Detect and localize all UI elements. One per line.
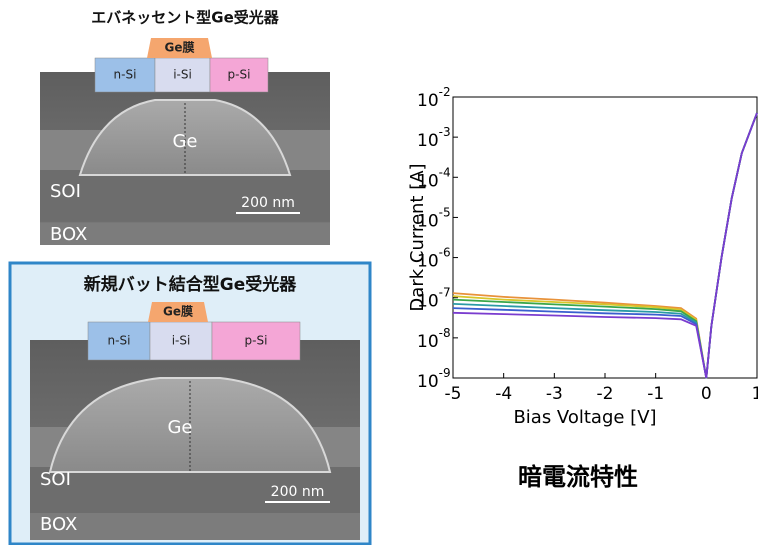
scale-label: 200 nm: [241, 195, 295, 211]
x-tick-label: -5: [445, 384, 462, 404]
y-tick-base: 10: [417, 211, 439, 231]
y-tick-exponent: -9: [439, 366, 451, 380]
y-tick-base: 10: [417, 252, 439, 272]
series-line: [452, 112, 758, 379]
y-tick-exponent: -7: [439, 285, 451, 299]
y-tick-exponent: -3: [439, 125, 451, 139]
y-tick-base: 10: [417, 131, 439, 151]
y-tick-base: 10: [417, 91, 439, 111]
film-box: [148, 302, 208, 322]
series-line: [452, 112, 758, 379]
plot-frame: [452, 96, 758, 379]
box-layer: [30, 513, 360, 540]
box-label: BOX: [50, 224, 87, 245]
series-line: [452, 112, 758, 379]
x-tick-label: -4: [495, 384, 512, 404]
x-axis-title: Bias Voltage [V]: [513, 407, 656, 428]
contact-layer: [154, 57, 211, 93]
y-tick-exponent: -5: [439, 205, 451, 219]
y-tick-base: 10: [417, 372, 439, 392]
box-layer: [40, 223, 330, 245]
ge-dome: [78, 99, 292, 176]
soi-label: SOI: [40, 469, 71, 490]
y-tick-label: 10-9: [417, 366, 451, 393]
contact-layer: [87, 321, 151, 361]
contact-label: i-Si: [173, 68, 192, 82]
series-line: [452, 112, 758, 379]
y-tick-label: 10-8: [417, 325, 451, 352]
soi-label: SOI: [50, 181, 81, 202]
contact-label: p-Si: [228, 68, 251, 82]
y-tick-label: 10-6: [417, 245, 451, 272]
box-label: BOX: [40, 514, 77, 535]
x-tick-label: -1: [647, 384, 664, 404]
film-label: Ge膜: [163, 304, 193, 319]
caption: 暗電流特性: [518, 463, 638, 491]
panel-title: 新規バット結合型Ge受光器: [84, 274, 297, 295]
y-axis-title: Dark Current [A]: [407, 163, 428, 311]
ge-label: Ge: [172, 131, 197, 152]
contact-layer: [149, 321, 213, 361]
y-tick-label: 10-2: [417, 85, 451, 112]
y-tick-exponent: -4: [439, 165, 451, 179]
series-line: [452, 112, 758, 379]
y-tick-label: 10-4: [417, 165, 451, 192]
contact-layer: [94, 57, 156, 93]
x-tick-label: 1: [752, 384, 758, 404]
contact-label: n-Si: [108, 334, 131, 348]
y-tick-exponent: -8: [439, 325, 451, 339]
scale-label: 200 nm: [271, 484, 325, 500]
ge-label: Ge: [167, 417, 192, 438]
y-tick-base: 10: [417, 332, 439, 352]
contact-layer: [209, 57, 269, 93]
x-tick-label: -2: [597, 384, 614, 404]
film-label: Ge膜: [165, 40, 195, 55]
y-tick-exponent: -2: [439, 85, 451, 99]
y-tick-label: 10-5: [417, 205, 451, 232]
y-tick-base: 10: [417, 171, 439, 191]
y-tick-exponent: -6: [439, 245, 451, 259]
series-line: [452, 112, 758, 379]
x-tick-label: 0: [701, 384, 712, 404]
contact-label: n-Si: [114, 68, 137, 82]
y-tick-label: 10-3: [417, 125, 451, 152]
y-tick-label: 10-7: [417, 285, 451, 312]
panel-title: エバネッセント型Ge受光器: [91, 9, 279, 27]
contact-layer: [211, 321, 301, 361]
x-tick-label: -3: [546, 384, 563, 404]
contact-label: i-Si: [172, 334, 191, 348]
y-tick-base: 10: [417, 292, 439, 312]
film-box: [147, 38, 212, 58]
contact-label: p-Si: [245, 334, 268, 348]
